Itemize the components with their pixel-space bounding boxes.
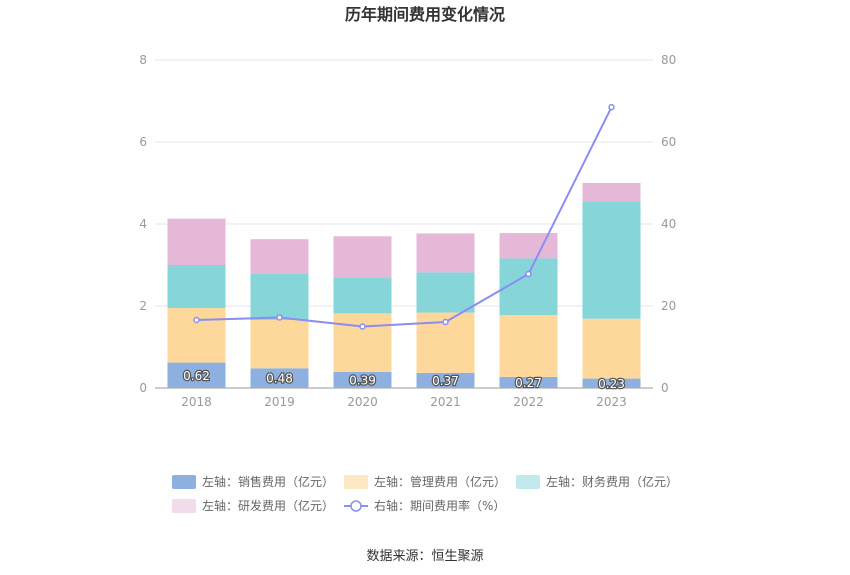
bar-segment xyxy=(250,319,309,369)
rate-line-point xyxy=(525,270,532,278)
y-left-tick-label: 6 xyxy=(139,135,147,149)
y-right-tick-label: 60 xyxy=(661,135,676,149)
rate-line-point xyxy=(276,314,283,321)
bar-value-label: 0.62 xyxy=(183,369,210,383)
bar-value-label: 0.48 xyxy=(266,372,293,386)
y-left-tick-label: 2 xyxy=(139,299,147,313)
bar-segment xyxy=(582,378,641,388)
rate-line-point xyxy=(442,318,449,326)
legend-line-marker xyxy=(350,500,362,512)
legend[interactable]: 左轴：销售费用（亿元） 左轴：管理费用（亿元） 左轴：财务费用（亿元） 左轴：研发费用… xyxy=(172,474,678,513)
legend-item[interactable]: 左轴：研发费用（亿元） xyxy=(172,498,334,513)
x-tick-label: 2019 xyxy=(264,395,295,409)
y-left-tick-label: 4 xyxy=(139,217,147,231)
rate-line-point xyxy=(359,323,366,330)
bar-value-label: 0.23 xyxy=(598,377,625,391)
y-left-tick-label: 0 xyxy=(139,381,147,395)
bar-value-label: 0.39 xyxy=(349,374,376,388)
bar-segment xyxy=(582,318,641,379)
y-axis-left: 0 2 4 6 8 xyxy=(139,53,147,395)
bar-segment xyxy=(416,372,475,388)
bar-segment xyxy=(499,258,558,316)
legend-swatch xyxy=(172,475,196,489)
y-right-tick-label: 80 xyxy=(661,53,676,67)
legend-label: 左轴：财务费用（亿元） xyxy=(546,474,678,489)
rate-line xyxy=(193,103,615,330)
legend-label: 左轴：销售费用（亿元） xyxy=(202,474,334,489)
x-tick-label: 2021 xyxy=(430,395,461,409)
legend-label: 右轴：期间费用率（%） xyxy=(374,498,505,513)
legend-swatch xyxy=(516,475,540,489)
y-right-tick-label: 20 xyxy=(661,299,676,313)
legend-item[interactable]: 右轴：期间费用率（%） xyxy=(344,498,505,513)
x-tick-label: 2018 xyxy=(181,395,212,409)
y-right-tick-label: 0 xyxy=(661,381,669,395)
bar-segment xyxy=(333,313,392,373)
data-source: 数据来源：恒生聚源 xyxy=(366,549,483,564)
legend-item[interactable]: 左轴：财务费用（亿元） xyxy=(516,474,678,489)
y-axis-right: 0 20 40 60 80 xyxy=(661,53,676,395)
bar-value-label: 0.27 xyxy=(515,376,542,390)
bar-segment xyxy=(582,201,641,319)
bar-segment xyxy=(167,308,226,363)
x-tick-label: 2023 xyxy=(596,395,627,409)
bar-segment xyxy=(416,233,475,273)
y-right-tick-label: 40 xyxy=(661,217,676,231)
rate-line-path xyxy=(196,106,613,328)
bar-segment xyxy=(250,273,309,320)
bar-segment xyxy=(499,376,558,388)
x-tick-label: 2022 xyxy=(513,395,544,409)
bar-segment xyxy=(582,183,641,202)
legend-item[interactable]: 左轴：销售费用（亿元） xyxy=(172,474,334,489)
x-tick-label: 2020 xyxy=(347,395,378,409)
rate-line-point xyxy=(193,316,200,324)
legend-swatch xyxy=(344,475,368,489)
bar-segment xyxy=(250,239,309,274)
bar-segment xyxy=(333,277,392,314)
bar-segment xyxy=(499,315,558,377)
bar-value-label: 0.37 xyxy=(432,374,459,388)
bar-segment xyxy=(333,236,392,278)
bar-segment xyxy=(167,218,226,265)
legend-swatch xyxy=(172,499,196,513)
chart-title: 历年期间费用变化情况 xyxy=(345,5,505,24)
legend-label: 左轴：研发费用（亿元） xyxy=(202,498,334,513)
x-axis: 2018 2019 2020 2021 2022 2023 xyxy=(181,395,627,409)
bar-segment xyxy=(416,272,475,313)
y-left-tick-label: 8 xyxy=(139,53,147,67)
bar-segment xyxy=(167,362,226,388)
rate-line-point xyxy=(608,103,615,111)
bars xyxy=(167,183,641,388)
legend-item[interactable]: 左轴：管理费用（亿元） xyxy=(344,474,506,489)
bar-labels: 0.62 0.48 0.39 0.37 0.27 0.23 xyxy=(182,368,626,392)
bar-segment xyxy=(250,368,309,388)
bar-segment xyxy=(333,372,392,388)
grid xyxy=(155,59,653,389)
bar-segment xyxy=(167,265,226,309)
bar-segment xyxy=(499,233,558,259)
legend-label: 左轴：管理费用（亿元） xyxy=(374,474,506,489)
